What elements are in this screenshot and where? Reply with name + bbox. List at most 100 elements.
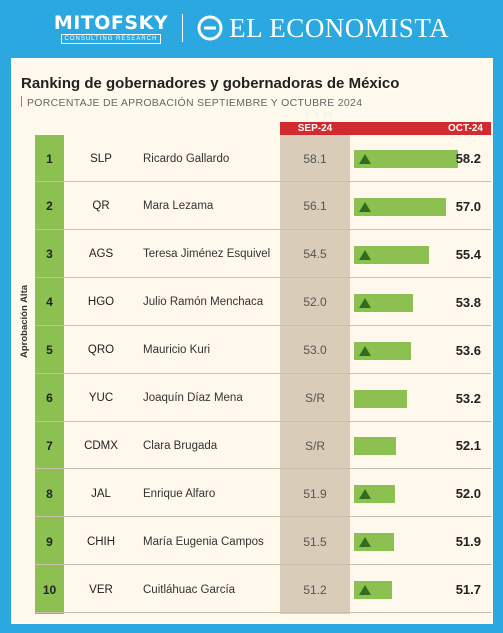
sep-value: 56.1	[303, 199, 327, 214]
row-divider	[35, 228, 491, 230]
up-arrow-icon	[359, 249, 371, 260]
oct-bar	[354, 245, 429, 264]
table-row: 6 YUC Joaquín Díaz Mena S/R 53.2	[11, 375, 493, 422]
rank-number: 5	[46, 343, 53, 358]
sep-value: 54.5	[303, 247, 327, 262]
table-row: 10 VER Cuitláhuac García 51.2 51.7	[11, 566, 493, 614]
oct-bar	[354, 197, 446, 216]
state-abbr: SLP	[90, 152, 112, 165]
state-abbr: QR	[92, 200, 110, 213]
state-abbr: CHIH	[86, 535, 116, 548]
oct-value: 53.6	[455, 342, 481, 358]
column-header-oct-label: OCT-24	[447, 123, 483, 134]
rank-number: 8	[46, 486, 53, 501]
state-abbr: VER	[89, 583, 113, 596]
oct-value: 52.1	[455, 438, 481, 454]
row-divider	[35, 324, 491, 326]
sep-value: 52.0	[303, 295, 327, 310]
state-abbr: QRO	[87, 344, 115, 357]
sep-value: 58.1	[303, 151, 327, 166]
table-row: 8 JAL Enrique Alfaro 51.9 52.0	[11, 470, 493, 518]
column-header-sep: SEP-24	[280, 122, 350, 135]
oct-value: 51.9	[455, 534, 481, 550]
logo-divider	[182, 14, 184, 42]
governor-name: Mauricio Kuri	[143, 344, 211, 357]
governor-name: Mara Lezama	[143, 200, 214, 213]
governor-name: María Eugenia Campos	[143, 535, 264, 548]
header: MITOFSKY CONSULTING RESEARCH EL ECONOMIS…	[0, 0, 503, 56]
governor-name: Joaquín Díaz Mena	[143, 392, 243, 404]
mitofsky-subtext: CONSULTING RESEARCH	[60, 33, 162, 44]
row-divider	[35, 276, 491, 278]
oct-value: 55.4	[455, 246, 481, 262]
row-divider	[35, 468, 491, 470]
rank-number: 9	[46, 534, 53, 549]
rank-number: 1	[46, 151, 53, 166]
governor-name: Cuitláhuac García	[143, 583, 236, 596]
rank-number: 2	[46, 199, 53, 214]
ranking-panel: Ranking de gobernadores y gobernadoras d…	[11, 58, 493, 624]
chart-title: Ranking de gobernadores y gobernadoras d…	[21, 75, 400, 92]
rank-number: 10	[42, 582, 57, 597]
row-divider	[35, 612, 491, 614]
governor-name: Teresa Jiménez Esquivel	[143, 248, 271, 261]
rank-number: 6	[46, 391, 53, 405]
rank-column-bg	[35, 135, 64, 614]
up-arrow-icon	[359, 585, 371, 596]
state-abbr: HGO	[87, 296, 115, 309]
up-arrow-icon	[359, 297, 371, 308]
row-divider	[35, 372, 491, 374]
row-divider	[35, 181, 491, 182]
governor-name: Enrique Alfaro	[143, 487, 216, 500]
governor-name: Julio Ramón Menchaca	[143, 296, 264, 309]
table-row: 5 QRO Mauricio Kuri 53.0 53.6	[11, 327, 493, 374]
table-row: 4 HGO Julio Ramón Menchaca 52.0 53.8	[11, 279, 493, 326]
oct-bar	[354, 389, 407, 408]
state-abbr: YUC	[88, 392, 114, 404]
column-header-oct: OCT-24	[350, 122, 491, 135]
up-arrow-icon	[359, 537, 371, 548]
el-economista-logo: EL ECONOMISTA	[197, 13, 449, 44]
state-abbr: JAL	[91, 487, 111, 500]
mitofsky-logo: MITOFSKY CONSULTING RESEARCH	[54, 13, 168, 44]
oct-value: 52.0	[455, 486, 481, 502]
oct-value: 57.0	[455, 198, 481, 214]
oct-value: 51.7	[455, 582, 481, 598]
table-row: 7 CDMX Clara Brugada S/R 52.1	[11, 422, 493, 470]
sep-value: 51.9	[303, 486, 327, 501]
el-economista-brand: EL ECONOMISTA	[229, 12, 450, 43]
state-abbr: CDMX	[84, 439, 118, 452]
mitofsky-brand: MITOFSKY	[53, 11, 169, 34]
sep-column-bg	[280, 135, 350, 614]
rank-number: 7	[46, 438, 53, 453]
row-divider	[35, 564, 491, 566]
governor-name: Clara Brugada	[143, 439, 218, 452]
sep-value: 51.5	[303, 534, 327, 549]
sep-value: 51.2	[303, 582, 327, 597]
sep-value: S/R	[304, 438, 325, 453]
el-economista-icon	[197, 15, 223, 41]
oct-value: 53.2	[455, 390, 481, 406]
oct-value: 53.8	[455, 294, 481, 310]
table-row: 1 SLP Ricardo Gallardo 58.1 58.2	[11, 135, 493, 182]
governor-name: Ricardo Gallardo	[143, 152, 230, 165]
row-divider	[35, 516, 491, 518]
oct-bar	[354, 150, 458, 168]
table-row: 2 QR Mara Lezama 56.1 57.0	[11, 183, 493, 230]
sep-value: S/R	[304, 391, 325, 405]
rank-number: 4	[46, 295, 53, 310]
subtitle-text: PORCENTAJE DE APROBACIÓN SEPTIEMBRE Y OC…	[27, 97, 363, 109]
up-arrow-icon	[359, 345, 371, 356]
up-arrow-icon	[359, 201, 371, 212]
row-divider	[35, 420, 491, 422]
state-abbr: AGS	[88, 248, 114, 261]
up-arrow-icon	[359, 489, 371, 500]
subtitle-bar	[21, 96, 22, 107]
table-row: 3 AGS Teresa Jiménez Esquivel 54.5 55.4	[11, 231, 493, 278]
sep-value: 53.0	[303, 343, 327, 358]
oct-value: 58.2	[455, 151, 481, 166]
table-row: 9 CHIH María Eugenia Campos 51.5 51.9	[11, 518, 493, 566]
chart-subtitle: PORCENTAJE DE APROBACIÓN SEPTIEMBRE Y OC…	[21, 96, 362, 109]
oct-bar	[354, 437, 396, 456]
up-arrow-icon	[359, 154, 371, 164]
